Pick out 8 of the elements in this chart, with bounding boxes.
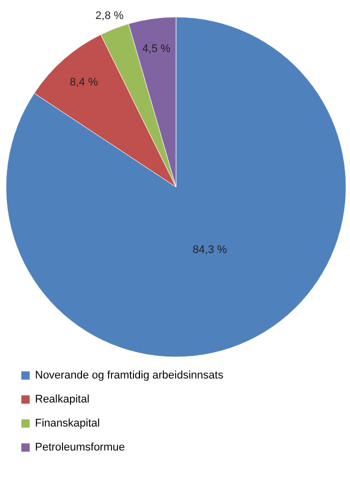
legend-label: Realkapital <box>35 394 90 406</box>
legend-label: Finanskapital <box>35 418 100 430</box>
data-label: 4,5 % <box>142 42 171 55</box>
legend-label: Noverande og framtidig arbeidsinnsats <box>35 370 224 382</box>
data-label: 84,3 % <box>192 244 228 256</box>
legend-label: Petroleumsformue <box>35 442 125 454</box>
data-label: 8,4 % <box>70 76 98 88</box>
data-label: 2,8 % <box>95 10 124 22</box>
